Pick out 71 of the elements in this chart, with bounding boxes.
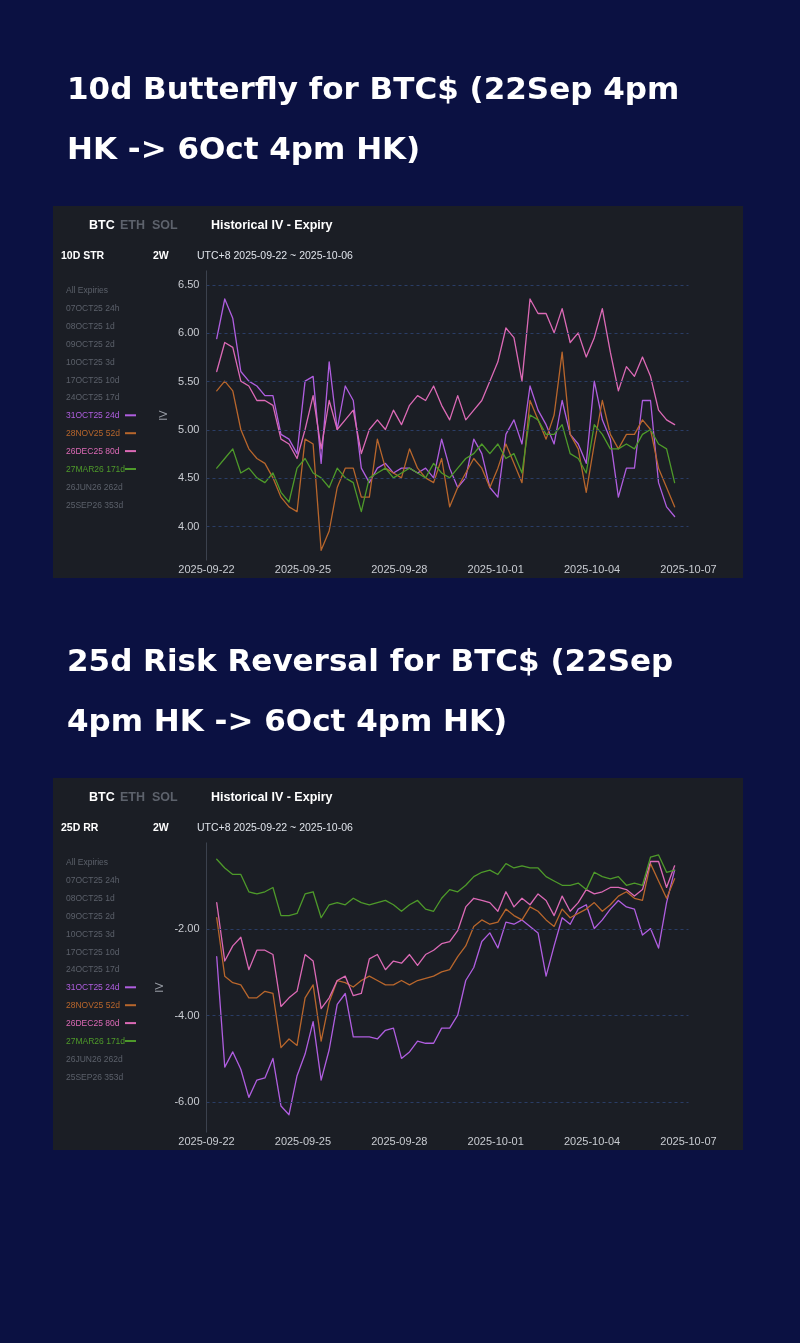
legend-label: 31OCT25 24d bbox=[66, 410, 120, 421]
x-tick-label: 2025-09-22 bbox=[178, 562, 235, 575]
x-tick-label: 2025-09-28 bbox=[371, 1134, 428, 1147]
line-series bbox=[216, 298, 676, 518]
x-tick-label: 2025-09-22 bbox=[178, 1134, 235, 1147]
legend-label: 31OCT25 24d bbox=[66, 982, 120, 993]
x-tick-label: 2025-10-04 bbox=[563, 1134, 621, 1147]
x-tick-label: 2025-09-28 bbox=[371, 562, 428, 575]
text: 10OCT25 3d bbox=[66, 356, 115, 367]
x-tick-label: 2025-10-07 bbox=[660, 562, 717, 575]
text: 2W bbox=[153, 249, 169, 261]
text: 07OCT25 24h bbox=[66, 874, 120, 885]
y-axis-title: IV bbox=[157, 409, 170, 421]
legend-label: 28NOV25 52d bbox=[66, 428, 121, 439]
text: 08OCT25 1d bbox=[66, 892, 115, 903]
text: UTC+8 2025-09-22 ~ 2025-10-06 bbox=[197, 249, 354, 261]
x-tick-label: 2025-10-01 bbox=[467, 562, 524, 575]
legend-label: 26DEC25 80d bbox=[66, 446, 120, 457]
y-tick-label: 5.50 bbox=[178, 374, 200, 387]
y-tick-label: 4.50 bbox=[178, 471, 200, 484]
text: 10D STR bbox=[61, 249, 105, 261]
y-tick-label: -4.00 bbox=[174, 1008, 200, 1021]
text: 09OCT25 2d bbox=[66, 910, 115, 921]
line-series bbox=[216, 860, 676, 1010]
text: 17OCT25 10d bbox=[66, 946, 120, 957]
text: 25D RR bbox=[61, 821, 99, 833]
text: ETH bbox=[120, 790, 145, 804]
text: Historical IV - Expiry bbox=[211, 790, 333, 804]
text: 09OCT25 2d bbox=[66, 338, 115, 349]
line-series bbox=[216, 351, 676, 551]
line-series bbox=[216, 414, 676, 513]
text: 25SEP26 353d bbox=[66, 499, 124, 510]
x-tick-label: 2025-09-25 bbox=[274, 1134, 332, 1147]
y-axis-title: IV bbox=[153, 981, 166, 993]
legend-label: 27MAR26 171d bbox=[66, 464, 126, 474]
line-series bbox=[216, 854, 676, 919]
y-tick-label: 5.00 bbox=[178, 423, 200, 435]
text: 26JUN26 262d bbox=[66, 481, 123, 492]
x-tick-label: 2025-09-25 bbox=[274, 562, 332, 575]
text: 24OCT25 17d bbox=[66, 392, 120, 403]
text: BTC bbox=[89, 218, 115, 232]
text: 24OCT25 17d bbox=[66, 964, 120, 975]
line-series bbox=[216, 862, 676, 1049]
x-tick-label: 2025-10-04 bbox=[563, 562, 621, 575]
text: 26JUN26 262d bbox=[66, 1053, 123, 1064]
legend-label: 26DEC25 80d bbox=[66, 1018, 120, 1029]
text: 10OCT25 3d bbox=[66, 928, 115, 939]
y-tick-label: 6.00 bbox=[178, 326, 200, 339]
text: Historical IV - Expiry bbox=[211, 218, 333, 232]
y-tick-label: 6.50 bbox=[178, 278, 200, 290]
y-tick-label: -2.00 bbox=[174, 922, 200, 935]
text: UTC+8 2025-09-22 ~ 2025-10-06 bbox=[197, 821, 354, 833]
line-series bbox=[216, 869, 676, 1116]
text: SOL bbox=[152, 218, 179, 232]
text: 17OCT25 10d bbox=[66, 374, 120, 385]
text: 07OCT25 24h bbox=[66, 302, 120, 313]
chart-title: 10d Butterfly for BTC$ (22Sep 4pm HK -> 6Oct 4pm HK) bbox=[67, 70, 680, 166]
y-tick-label: 4.00 bbox=[178, 519, 200, 532]
legend-label: 27MAR26 171d bbox=[66, 1036, 126, 1046]
text: 08OCT25 1d bbox=[66, 320, 115, 331]
legend-label: 28NOV25 52d bbox=[66, 1000, 121, 1011]
x-tick-label: 2025-10-01 bbox=[467, 1134, 524, 1147]
line-series bbox=[216, 298, 676, 460]
x-tick-label: 2025-10-07 bbox=[660, 1134, 717, 1147]
text: 25SEP26 353d bbox=[66, 1071, 124, 1082]
text: BTC bbox=[89, 790, 115, 804]
text: 2W bbox=[153, 821, 169, 833]
text: SOL bbox=[152, 790, 179, 804]
chart-title: 25d Risk Reversal for BTC$ (22Sep 4pm HK -> 6Oct 4pm HK) bbox=[67, 642, 674, 738]
text: ETH bbox=[120, 218, 145, 232]
y-tick-label: -6.00 bbox=[174, 1095, 200, 1108]
